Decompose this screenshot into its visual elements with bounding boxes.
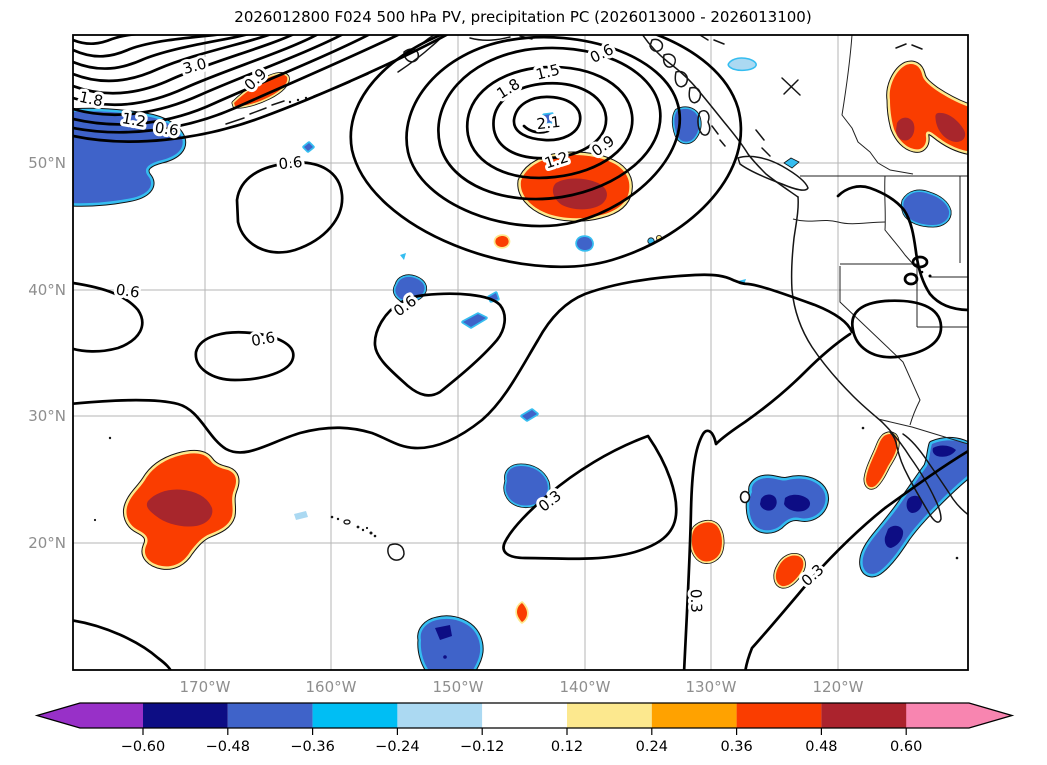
contour-label: 0.3 (687, 589, 706, 613)
lon-tick-label: 150°W (433, 678, 484, 696)
precip-fill-layer (73, 57, 968, 670)
lat-tick-label: 30°N (28, 407, 66, 425)
map-background (73, 35, 968, 670)
colorbar-segment (736, 703, 822, 728)
colorbar-segment (397, 703, 483, 728)
hawaii-islands (330, 515, 405, 561)
colorbar-tick-label: 0.12 (551, 739, 583, 755)
map-frame (72, 34, 969, 671)
contour-label: 2.1 (536, 113, 562, 133)
precip-fill-negative (575, 235, 594, 252)
precip-fill-negative (783, 157, 800, 169)
precip-fill-negative (520, 408, 539, 422)
contour-label: 0.6 (115, 280, 141, 301)
precip-fill-positive (515, 601, 529, 624)
colorbar-segment (143, 703, 228, 728)
precip-fill-negative (417, 615, 484, 670)
lon-tick-label: 170°W (180, 678, 231, 696)
precip-fill-negative (392, 253, 428, 304)
latitude-axis: 50°N 40°N 30°N 20°N (28, 154, 66, 552)
colorbar-tick-label: −0.48 (206, 739, 250, 755)
colorbar-tick-label: 0.36 (720, 739, 752, 755)
colorbar-ticks (142, 728, 907, 735)
precip-fill-positive (773, 553, 806, 589)
colorbar-tick-label: 0.60 (890, 739, 922, 755)
colorbar-outline (34, 702, 1015, 729)
lon-tick-label: 160°W (306, 678, 357, 696)
colorbar-segment (482, 703, 567, 728)
precip-fill-negative (727, 57, 757, 72)
colorbar-tick-label: −0.36 (290, 739, 334, 755)
precip-fill-negative (739, 474, 830, 534)
colorbar-segments (143, 703, 907, 728)
precip-fill-negative (294, 511, 308, 520)
colorbar-tick-label: 0.24 (636, 739, 668, 755)
lon-tick-label: 140°W (560, 678, 611, 696)
lat-tick-label: 20°N (28, 534, 66, 552)
precip-fill-positive (689, 519, 725, 564)
precip-fill-negative (671, 106, 702, 145)
coastlines (93, 35, 968, 561)
contour-label: 0.6 (278, 153, 304, 173)
colorbar-tick-label: −0.60 (121, 739, 165, 755)
colorbar-tick-labels: −0.60 −0.48 −0.36 −0.24 −0.12 0.12 0.24 0.36 0.4… (121, 739, 923, 755)
longitude-axis: 170°W 160°W 150°W 140°W 130°W 120°W (180, 678, 864, 696)
lat-tick-label: 40°N (28, 281, 66, 299)
precip-fill-positive (493, 234, 511, 249)
pv-contours (73, 35, 968, 670)
colorbar-tick-label: −0.12 (460, 739, 504, 755)
colorbar: −0.60 −0.48 −0.36 −0.24 −0.12 0.12 0.24 0.36 0.4… (34, 702, 1015, 755)
colorbar-tick-label: 0.48 (805, 739, 837, 755)
lat-tick-label: 50°N (28, 154, 66, 172)
colorbar-segment (821, 703, 907, 728)
lon-tick-label: 120°W (813, 678, 864, 696)
precip-fill-negative (73, 107, 187, 207)
political-borders (792, 35, 968, 445)
map-plot: 1.81.2 0.63.0 0.90.60.60.60.61.51.82.11.2 0… (73, 35, 968, 670)
colorbar-right-arrow (906, 703, 1012, 728)
precip-fill-negative (302, 141, 315, 153)
colorbar-segment (567, 703, 652, 728)
colorbar-segment (651, 703, 737, 728)
colorbar-segment (227, 703, 313, 728)
precip-fill-positive (886, 60, 968, 155)
graticule (73, 35, 968, 670)
precip-fill-negative (461, 312, 488, 329)
precip-fill-negative (542, 112, 555, 125)
precip-fill-positive (122, 449, 240, 570)
colorbar-segment (312, 703, 398, 728)
colorbar-tick-label: −0.24 (375, 739, 419, 755)
contour-label: 0.6 (154, 118, 180, 139)
precip-fill-positive (863, 431, 900, 490)
precip-fill-negative (859, 436, 968, 578)
figure-title: 2026012800 F024 500 hPa PV, precipitatio… (234, 8, 811, 26)
colorbar-left-arrow (37, 703, 143, 728)
lon-tick-label: 130°W (686, 678, 737, 696)
precip-fill-positive (517, 151, 633, 222)
